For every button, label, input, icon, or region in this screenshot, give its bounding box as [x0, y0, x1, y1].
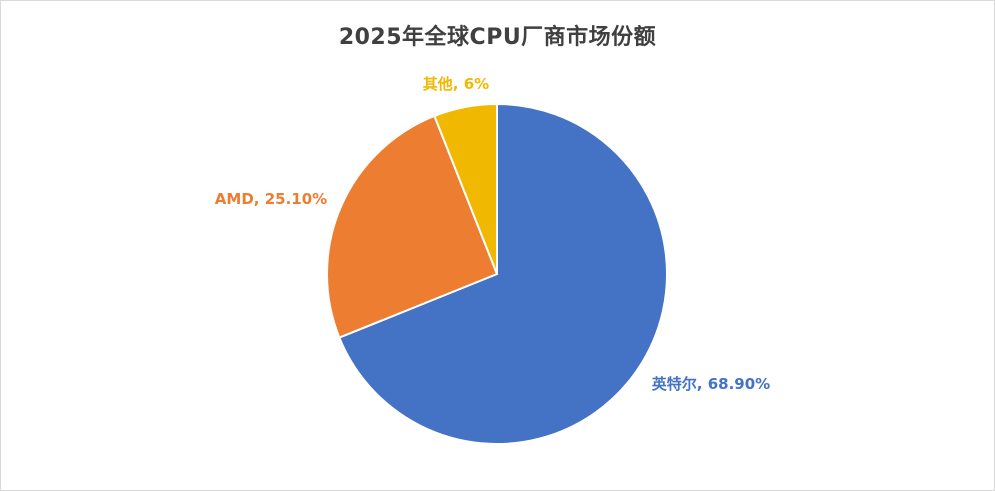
data-label-1: 英特尔, 68.90%: [652, 375, 770, 393]
data-label-3: 其他, 6%: [423, 75, 489, 93]
pie-slice-1: [338, 102, 668, 445]
pie-slice-2: [326, 114, 499, 339]
chart-title: 2025年全球CPU厂商市场份额: [338, 25, 657, 50]
data-label-2: AMD, 25.10%: [215, 190, 327, 208]
pie-slice-3: [433, 102, 498, 275]
pie-slices: [326, 102, 668, 445]
data-labels: 英特尔, 68.90% AMD, 25.10% 其他, 6%: [215, 75, 770, 393]
